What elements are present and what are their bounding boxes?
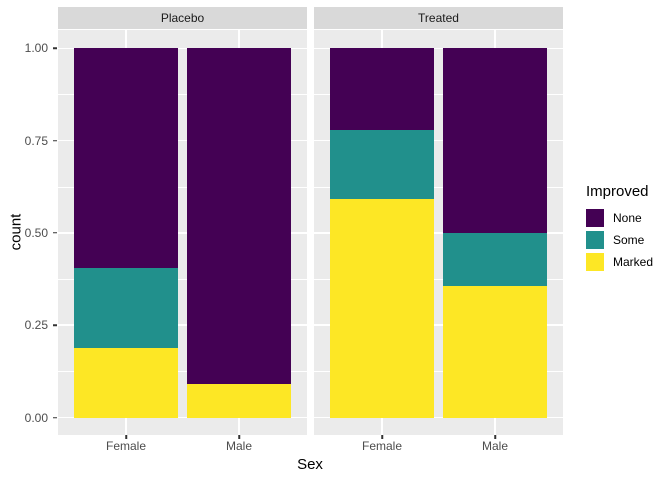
legend-entry-some: Some [586,231,653,249]
gridline-minor-h [314,186,563,188]
x-tick-mark [381,435,383,439]
gridline-minor-h [314,279,563,281]
gridline-minor-h [314,94,563,96]
gridline-major-h [314,416,563,419]
y-tick-label-1-00: 1.00 [24,41,48,56]
gridline-major-h [314,232,563,234]
bar-segment-treated-male-marked [443,285,547,418]
y-tick-label-0-00: 0.00 [24,410,48,425]
x-tick-label-male: Male [225,439,253,453]
y-tick-mark [53,47,57,50]
facet-strip-label: Placebo [160,11,205,25]
gridline-major-h [314,47,563,50]
bar-segment-placebo-male-none [187,48,291,384]
bar-segment-treated-male-some [443,232,547,286]
bar-segment-treated-male-none [443,48,547,233]
legend-entry-marked: Marked [586,253,653,271]
gridline-major-h [314,324,563,326]
legend: Improved None Some Marked [586,183,653,275]
gridline-major-h [314,139,563,142]
y-tick-mark [53,324,57,326]
legend-key-swatch-none [586,209,604,227]
legend-entry-label: Some [613,233,645,247]
gridline-major-h [58,232,307,234]
y-tick-label-0-25: 0.25 [24,318,48,333]
gridline-major-h [58,47,307,50]
gridline-minor-h [314,371,563,373]
gridline-minor-h [58,371,307,373]
x-tick-label-male: Male [481,439,509,453]
gridline-minor-h [58,186,307,188]
gridline-major-h [58,139,307,142]
facet-strip-label: Treated [418,11,459,25]
bar-segment-treated-female-some [330,130,434,199]
x-tick-mark [238,435,240,439]
legend-key-swatch-some [586,231,604,249]
bar-segment-placebo-female-none [74,48,178,268]
y-tick-mark [53,139,57,142]
legend-entry-none: None [586,209,653,227]
bar-segment-treated-female-none [330,48,434,131]
gridline-minor-h [58,94,307,96]
legend-entry-label: None [613,211,642,225]
y-tick-mark [53,416,57,419]
gridline-major-h [58,416,307,419]
bar-segment-treated-female-marked [330,198,434,418]
bar-segment-placebo-female-marked [74,348,178,418]
legend-key-swatch-marked [586,253,604,271]
panel-placebo [58,30,307,435]
y-tick-label-0-75: 0.75 [24,133,48,148]
y-tick-label-0-50: 0.50 [24,225,48,240]
gridline-minor-h [58,279,307,281]
legend-entries: None Some Marked [586,209,653,271]
x-tick-mark [125,435,127,439]
legend-title: Improved [586,183,649,200]
y-tick-mark [53,232,57,234]
bar-segment-placebo-male-marked [187,383,291,418]
x-tick-label-female: Female [105,439,147,453]
facet-strip-placebo: Placebo [58,7,307,29]
x-axis-title: Sex [297,456,323,473]
x-tick-label-female: Female [361,439,403,453]
x-tick-mark [494,435,496,439]
facet-strip-treated: Treated [314,7,563,29]
panel-treated [314,30,563,435]
gridline-major-h [58,324,307,326]
bar-segment-placebo-female-some [74,267,178,349]
legend-entry-label: Marked [613,255,654,269]
